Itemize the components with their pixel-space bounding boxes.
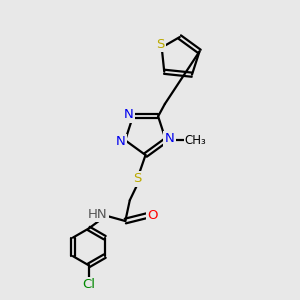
Text: HN: HN: [88, 208, 107, 221]
Text: S: S: [156, 38, 164, 51]
Text: N: N: [165, 132, 174, 145]
Text: S: S: [133, 172, 142, 185]
Text: CH₃: CH₃: [185, 134, 206, 147]
Text: Cl: Cl: [82, 278, 95, 291]
Text: N: N: [124, 108, 134, 122]
Text: N: N: [116, 135, 126, 148]
Text: O: O: [147, 209, 157, 222]
